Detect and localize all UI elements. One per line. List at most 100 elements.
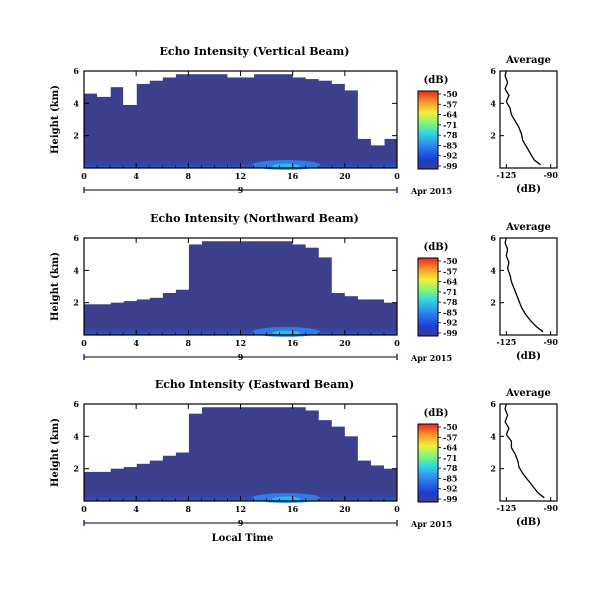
- no-echo-cell: [266, 404, 281, 408]
- profile-y-tick-label: 4: [490, 431, 496, 441]
- y-tick-label: 6: [73, 399, 79, 409]
- no-echo-cell: [279, 238, 294, 242]
- profile-x-tick-label: -125: [496, 337, 516, 347]
- colorbar-tick-label: -85: [443, 140, 457, 150]
- no-echo-cell: [292, 71, 307, 78]
- panel-0: Echo Intensity (Vertical Beam) 0 4 8 12 16 20 0…: [50, 45, 558, 196]
- profile-frame: [499, 70, 558, 169]
- x-tick-label: 0: [394, 338, 400, 348]
- no-echo-cell: [240, 404, 255, 408]
- colorbar-tick-label: -71: [443, 453, 457, 463]
- x-tick-label: 20: [339, 171, 351, 181]
- colorbar-tick-label: -92: [443, 318, 457, 328]
- profile-frame: [499, 403, 558, 502]
- no-echo-cell: [344, 71, 359, 91]
- no-echo-cell: [175, 71, 189, 75]
- x-tick-label: 16: [287, 338, 299, 348]
- colorbar-tick-label: -64: [443, 110, 458, 120]
- colorbar-label: (dB): [424, 242, 449, 253]
- no-echo-cell: [279, 71, 294, 75]
- x-tick-label: 8: [186, 338, 192, 348]
- no-echo-cell: [162, 71, 176, 78]
- colorbar-label: (dB): [424, 408, 449, 419]
- colorbar: [417, 423, 439, 503]
- no-echo-cell: [227, 238, 242, 242]
- no-echo-cell: [240, 238, 255, 242]
- no-echo-cell: [383, 71, 398, 139]
- profile-y-tick-label: 6: [490, 66, 496, 76]
- profile-y-tick-label: 6: [490, 233, 496, 243]
- no-echo-cell: [97, 238, 111, 305]
- colorbar-tick-label: -85: [443, 473, 457, 483]
- profile-x-tick-label: -90: [543, 337, 558, 347]
- colorbar-tick-label: -64: [443, 443, 458, 453]
- x-tick-label: 12: [235, 171, 246, 181]
- no-echo-cell: [331, 404, 346, 427]
- no-echo-cell: [331, 71, 346, 84]
- no-echo-cell: [357, 404, 372, 461]
- no-echo-cell: [383, 238, 398, 303]
- day-label: 9: [238, 518, 244, 528]
- no-echo-cell: [318, 404, 333, 421]
- profile-x-tick-label: -90: [543, 503, 558, 513]
- x-axis-label: Local Time: [212, 533, 274, 544]
- colorbar-tick-label: -99: [443, 161, 458, 171]
- colorbar-tick-label: -92: [443, 484, 457, 494]
- x-tick-label: 0: [81, 171, 87, 181]
- x-tick-label: 8: [186, 504, 192, 514]
- profile-y-tick-label: 6: [490, 399, 496, 409]
- no-echo-cell: [292, 238, 307, 245]
- y-axis-label: Height (km): [50, 252, 61, 321]
- profile-frame: [499, 237, 558, 336]
- profile-title: Average: [505, 55, 551, 66]
- no-echo-cell: [201, 71, 216, 75]
- day-label: 9: [238, 185, 244, 195]
- no-echo-cell: [357, 71, 372, 139]
- no-echo-cell: [292, 404, 307, 408]
- x-tick-label: 0: [394, 171, 400, 181]
- no-echo-cell: [175, 404, 189, 453]
- colorbar: [417, 90, 439, 170]
- profile-x-axis-label: (dB): [516, 517, 541, 528]
- x-tick-label: 12: [235, 338, 246, 348]
- colorbar-tick-label: -57: [443, 266, 457, 276]
- no-echo-cell: [370, 71, 385, 146]
- no-echo-cell: [123, 238, 137, 302]
- no-echo-cell: [97, 71, 111, 97]
- x-tick-label: 4: [133, 338, 139, 348]
- profile-title: Average: [505, 388, 551, 399]
- profile-line: [504, 237, 544, 333]
- panel-title: Echo Intensity (Eastward Beam): [155, 378, 354, 391]
- no-echo-cell: [136, 404, 150, 464]
- date-label: Apr 2015: [410, 519, 452, 529]
- y-tick-label: 4: [73, 431, 79, 441]
- no-echo-cell: [344, 404, 359, 437]
- y-tick-label: 6: [73, 66, 79, 76]
- no-echo-cell: [84, 238, 98, 305]
- date-label: Apr 2015: [410, 353, 452, 363]
- x-tick-label: 8: [186, 171, 192, 181]
- no-echo-cell: [266, 238, 281, 242]
- y-tick-label: 2: [73, 298, 79, 308]
- day-label: 9: [238, 352, 244, 362]
- y-tick-label: 2: [73, 464, 79, 474]
- colorbar-tick-label: -78: [443, 130, 458, 140]
- no-echo-cell: [136, 71, 150, 84]
- no-echo-cell: [188, 404, 202, 414]
- profile-x-axis-label: (dB): [516, 184, 541, 195]
- no-echo-cell: [214, 404, 229, 408]
- no-echo-cell: [149, 71, 163, 81]
- no-echo-cell: [110, 71, 124, 88]
- no-echo-cell: [84, 404, 98, 472]
- no-echo-cell: [84, 71, 98, 94]
- y-axis-label: Height (km): [50, 85, 61, 154]
- profile-title: Average: [505, 222, 551, 233]
- profile-y-tick-label: 2: [490, 131, 496, 141]
- no-echo-cell: [305, 71, 320, 80]
- no-echo-cell: [357, 238, 372, 300]
- colorbar-tick-label: -99: [443, 328, 458, 338]
- colorbar-tick-label: -85: [443, 307, 457, 317]
- panel-title: Echo Intensity (Vertical Beam): [159, 45, 349, 58]
- no-echo-cell: [97, 404, 111, 472]
